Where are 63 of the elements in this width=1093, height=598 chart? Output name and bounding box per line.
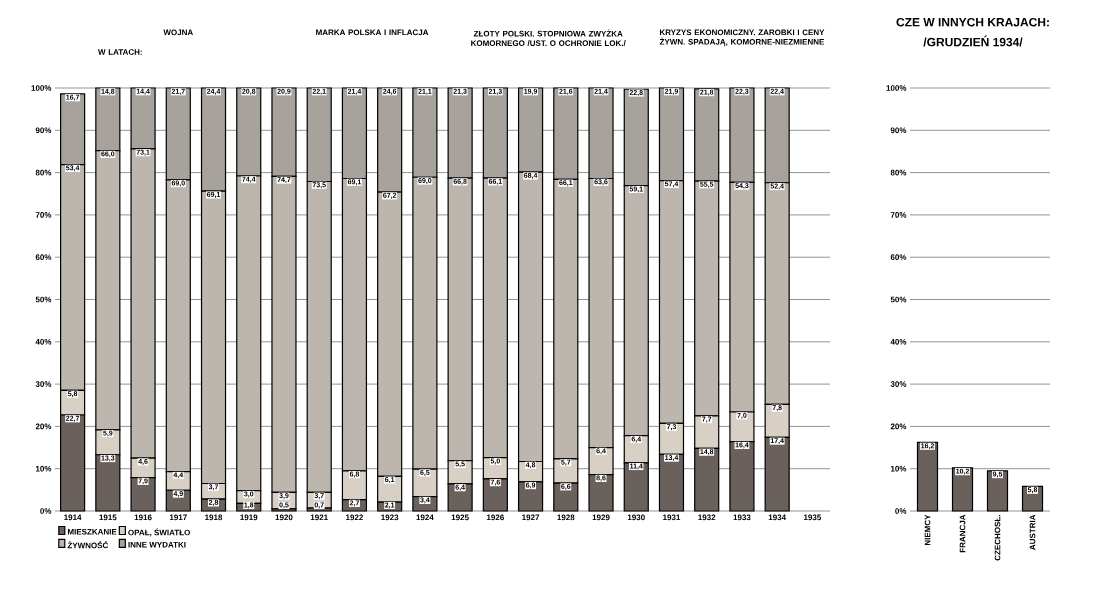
y-tick-label: 20% — [890, 423, 907, 430]
x-tick-label: NIEMCY — [924, 514, 931, 546]
legend-label: OPAŁ, ŚWIATŁO — [128, 528, 190, 537]
x-tick-label: 1927 — [522, 514, 540, 521]
x-tick-label: 1935 — [804, 514, 822, 521]
y-tick-label: 60% — [890, 254, 907, 261]
y-tick-label: 90% — [35, 127, 52, 134]
y-tick-label: 70% — [35, 212, 52, 218]
bar — [986, 470, 1009, 512]
x-tick-label: 1924 — [416, 514, 434, 521]
y-tick-label: 100% — [886, 85, 907, 91]
x-tick-label: 1934 — [768, 514, 787, 521]
x-tick-label: 1920 — [275, 514, 293, 521]
x-tick-label: 1921 — [310, 514, 328, 521]
x-tick-label: 1915 — [99, 514, 117, 521]
y-tick-label: 0% — [895, 508, 907, 514]
x-tick-label: 1922 — [346, 514, 364, 521]
x-tick-label: 1919 — [240, 514, 258, 521]
x-tick-label: 1916 — [134, 514, 152, 521]
bar — [1021, 485, 1044, 512]
legend-label: INNE WYDATKI — [128, 541, 186, 548]
x-tick-label: 1923 — [381, 514, 399, 521]
x-tick-label: 1917 — [169, 514, 187, 521]
y-tick-label: 60% — [35, 254, 52, 261]
y-tick-label: 40% — [890, 338, 907, 345]
y-tick-label: 80% — [890, 169, 907, 176]
x-tick-label: 1931 — [663, 514, 681, 521]
y-tick-label: 40% — [35, 338, 52, 345]
bar — [916, 441, 939, 512]
x-tick-label: CZECHOSŁ. — [994, 515, 1001, 561]
x-tick-label: 1926 — [486, 514, 504, 521]
legend-label: MIESZKANIE — [67, 528, 117, 535]
chart-title: CZE W INNYCH KRAJACH: — [896, 17, 1049, 27]
y-tick-label: 30% — [35, 381, 52, 387]
x-tick-label: 1918 — [205, 514, 223, 521]
text: WOJNA — [163, 29, 193, 36]
x-tick-label: 1930 — [627, 514, 645, 521]
x-tick-label: 1933 — [733, 514, 751, 521]
text: KRYZYS EKONOMICZNY. ZAROBKI I CENY ŻYWN. SPADAJĄ, KOMORNE-NIEZMIENNE — [659, 29, 825, 47]
text: W LATACH: — [98, 49, 142, 55]
x-tick-label: 1925 — [451, 514, 469, 521]
y-tick-label: 70% — [890, 212, 907, 218]
y-tick-label: 10% — [890, 465, 907, 472]
y-tick-label: 50% — [35, 296, 52, 303]
y-tick-label: 30% — [890, 381, 907, 387]
bar — [951, 467, 974, 512]
y-tick-label: 10% — [35, 465, 52, 472]
x-tick-label: AUSTRIA — [1029, 514, 1036, 550]
y-tick-label: 20% — [35, 423, 52, 430]
legend-label: ŻYWNOŚĆ — [67, 541, 109, 549]
y-tick-label: 50% — [890, 296, 907, 303]
x-tick-label: 1932 — [698, 514, 716, 521]
x-tick-label: 1928 — [557, 514, 575, 521]
y-tick-label: 80% — [35, 169, 52, 176]
y-tick-label: 100% — [31, 85, 52, 91]
chart-subtitle: /GRUDZIEŃ 1934/ — [923, 35, 1023, 47]
x-tick-label: 1929 — [592, 514, 610, 521]
y-tick-label: 0% — [40, 508, 52, 514]
y-tick-label: 90% — [890, 127, 907, 134]
text: MARKA POLSKA I INFLACJA — [316, 29, 429, 36]
x-tick-label: 1914 — [64, 514, 82, 521]
x-tick-label: FRANCJA — [959, 514, 966, 553]
text: ZŁOTY POLSKI. STOPNIOWA ZWYŻKA KOMORNEGO /UST. O OCHRONIE LOK./ — [471, 29, 626, 47]
